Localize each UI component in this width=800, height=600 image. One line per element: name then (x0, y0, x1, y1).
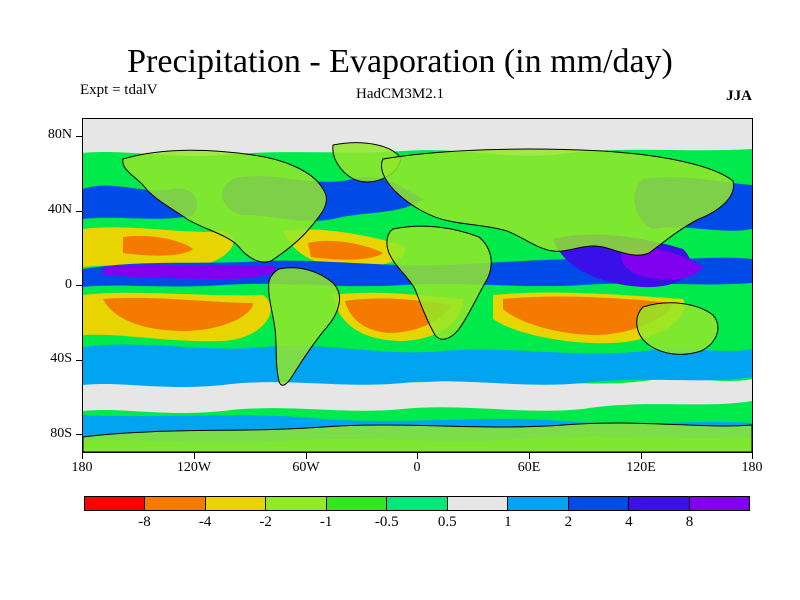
colorbar-label: 8 (685, 514, 694, 530)
colorbar-label: 2 (564, 514, 573, 530)
africa-continent (386, 225, 492, 340)
colorbar-label: -4 (198, 514, 212, 530)
southern-neutral-band (83, 374, 752, 413)
south-indian-strong-dry (503, 296, 673, 335)
colorbar-segment (326, 497, 388, 510)
lon-label-180e: 180 (741, 460, 763, 475)
colorbar-label: -8 (138, 514, 151, 530)
lon-tick-60e (529, 453, 530, 459)
lon-label-60w: 60W (292, 460, 320, 475)
west-pacific-warm-pool-wet (621, 247, 703, 280)
lat-tick-80n (76, 136, 82, 137)
lat-tick-0 (76, 285, 82, 286)
arctic-neutral-region (83, 119, 752, 156)
world-map (82, 118, 753, 453)
experiment-label: Expt = tdalV (80, 82, 158, 98)
model-label: HadCM3M2.1 (356, 86, 444, 102)
north-pacific-strong-dry (123, 235, 193, 256)
lon-tick-120w (194, 453, 195, 459)
lon-label-120w: 120W (176, 460, 212, 475)
lon-label-180w: 180 (71, 460, 93, 475)
colorbar-segment (145, 497, 206, 510)
eurasia-continent (381, 148, 735, 256)
colorbar-label: -1 (319, 514, 333, 530)
season-label: JJA (726, 88, 752, 104)
australia-continent (636, 302, 719, 355)
lon-tick-60w (306, 453, 307, 459)
lon-tick-0 (417, 453, 418, 459)
lat-tick-80s (76, 434, 82, 435)
lat-label-80s: 80S (50, 426, 72, 441)
lat-tick-40s (76, 360, 82, 361)
lat-label-0: 0 (65, 277, 72, 292)
lon-label-0: 0 (413, 460, 421, 475)
itcz-strong-core (103, 264, 276, 279)
colorbar-segment (689, 497, 749, 510)
southern-ocean-wet-band (83, 344, 752, 387)
lat-label-40s: 40S (50, 351, 72, 366)
colorbar-label: -2 (259, 514, 272, 530)
lat-label-40n: 40N (47, 202, 72, 217)
colorbar-segment (629, 497, 690, 510)
colorbar (84, 496, 750, 511)
colorbar-label: 1 (504, 514, 512, 530)
colorbar-label: 0.5 (437, 514, 457, 530)
colorbar-segment (387, 497, 448, 510)
colorbar-label: 4 (625, 514, 633, 530)
lat-tick-40n (76, 211, 82, 212)
lon-label-120e: 120E (626, 460, 656, 475)
map-canvas (83, 119, 752, 452)
colorbar-segment (205, 497, 267, 510)
north-america-continent (122, 149, 327, 263)
south-pacific-strong-dry (103, 297, 253, 331)
north-atlantic-strong-dry (308, 240, 383, 260)
lon-label-60e: 60E (517, 460, 541, 475)
colorbar-segment (568, 497, 630, 510)
lon-tick-180e (752, 453, 753, 459)
page-title: Precipitation - Evaporation (in mm/day) (127, 43, 673, 80)
colorbar-segment (447, 497, 509, 510)
lon-tick-180w (82, 453, 83, 459)
antarctica-continent (83, 422, 752, 452)
south-america-continent (268, 267, 341, 386)
lon-tick-120e (641, 453, 642, 459)
colorbar-label: -0.5 (374, 514, 399, 530)
colorbar-segment (85, 497, 146, 510)
lat-label-80n: 80N (47, 127, 72, 142)
colorbar-segment (266, 497, 327, 510)
colorbar-segment (508, 497, 569, 510)
